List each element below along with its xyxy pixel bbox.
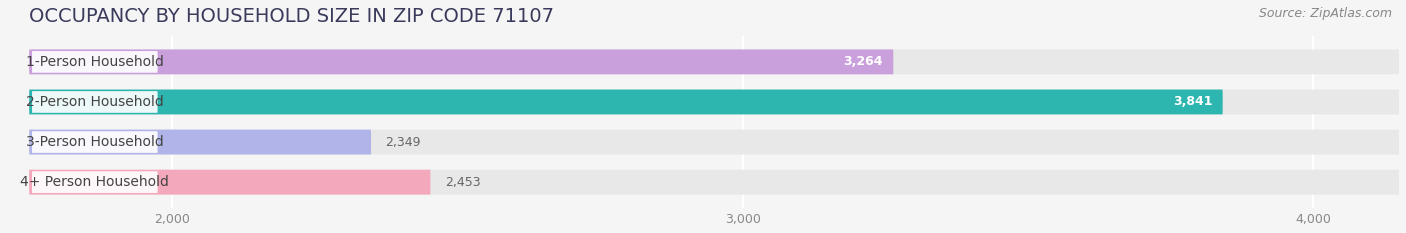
Text: 3,264: 3,264 — [844, 55, 883, 69]
Text: 1-Person Household: 1-Person Household — [25, 55, 163, 69]
FancyBboxPatch shape — [30, 170, 1399, 195]
Text: 3,841: 3,841 — [1173, 96, 1212, 109]
Text: 2-Person Household: 2-Person Household — [25, 95, 163, 109]
FancyBboxPatch shape — [30, 130, 371, 154]
FancyBboxPatch shape — [30, 130, 1399, 154]
Text: 3-Person Household: 3-Person Household — [25, 135, 163, 149]
FancyBboxPatch shape — [32, 91, 157, 113]
FancyBboxPatch shape — [32, 171, 157, 193]
FancyBboxPatch shape — [32, 51, 157, 73]
Text: 2,453: 2,453 — [444, 176, 481, 189]
FancyBboxPatch shape — [30, 49, 1399, 74]
Text: 4+ Person Household: 4+ Person Household — [20, 175, 169, 189]
FancyBboxPatch shape — [30, 89, 1223, 114]
FancyBboxPatch shape — [30, 49, 893, 74]
FancyBboxPatch shape — [32, 131, 157, 153]
FancyBboxPatch shape — [30, 89, 1399, 114]
Text: 2,349: 2,349 — [385, 136, 420, 149]
Text: OCCUPANCY BY HOUSEHOLD SIZE IN ZIP CODE 71107: OCCUPANCY BY HOUSEHOLD SIZE IN ZIP CODE … — [30, 7, 554, 26]
FancyBboxPatch shape — [30, 170, 430, 195]
Text: Source: ZipAtlas.com: Source: ZipAtlas.com — [1258, 7, 1392, 20]
